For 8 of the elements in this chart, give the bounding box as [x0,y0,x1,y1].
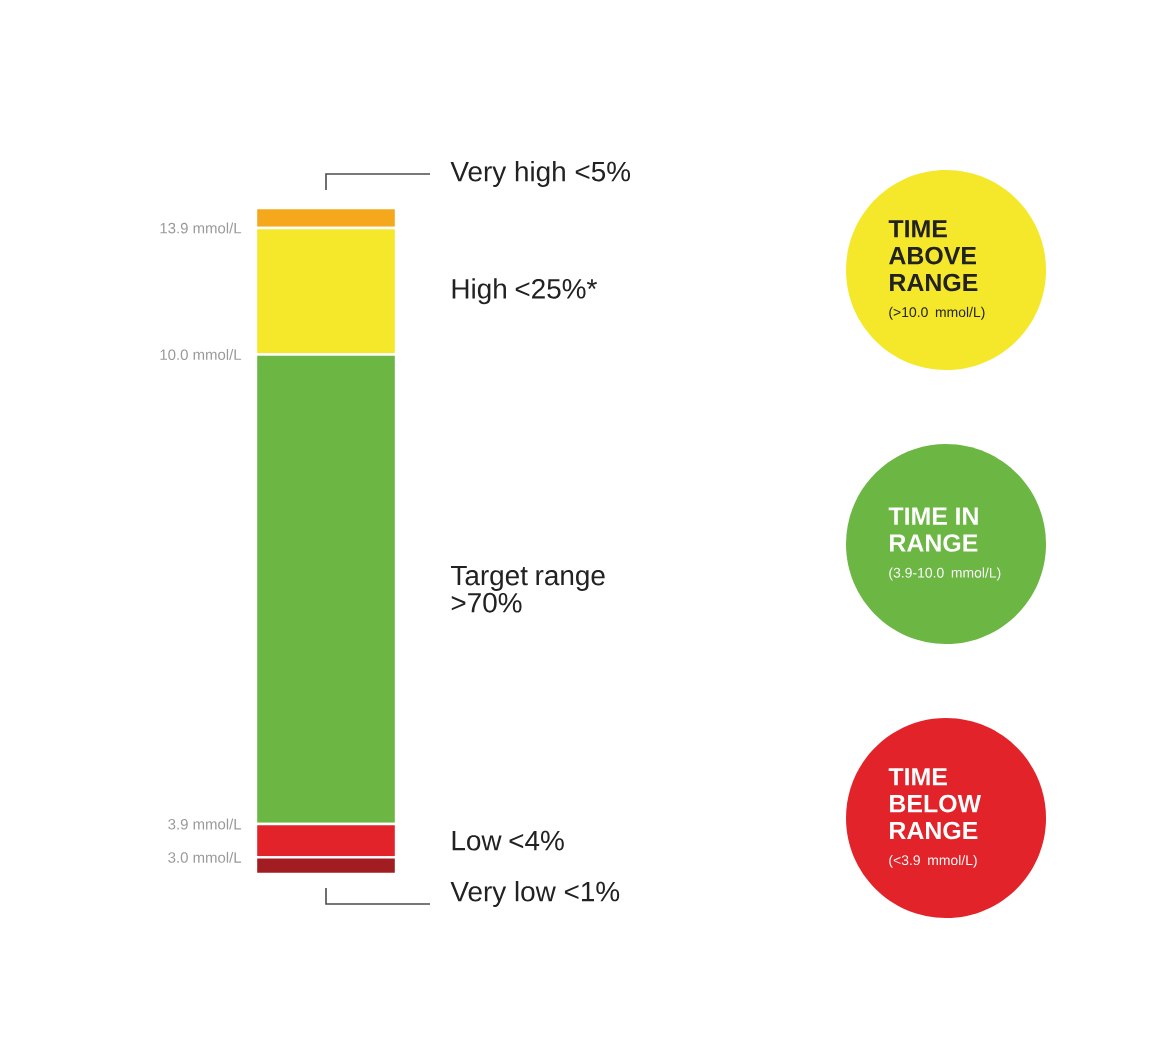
series-label: Very low <1% [450,880,620,907]
text: TIME BELOW RANGE [888,768,982,840]
series-label: Target range >70% [451,565,605,613]
text: Very high <5% [450,160,631,187]
text: High <25%* [452,278,597,305]
text: Low <4% [452,830,564,851]
text: TIME ABOVE RANGE [888,220,978,292]
text: TIME IN RANGE [888,507,978,552]
